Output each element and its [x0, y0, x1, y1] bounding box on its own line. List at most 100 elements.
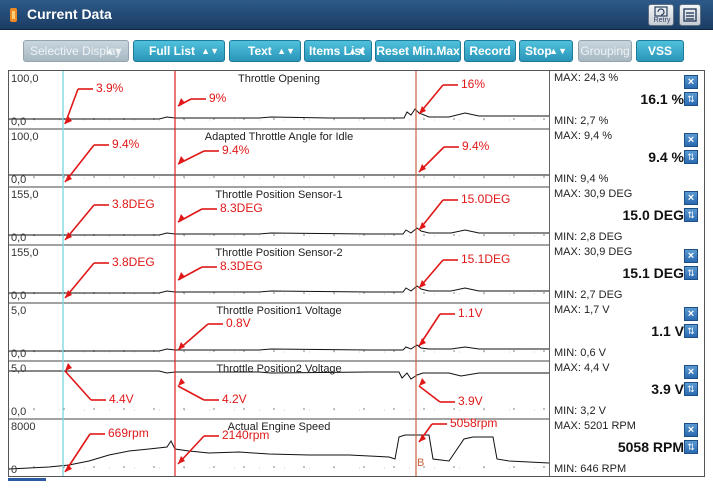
annotation-arrow-line [418, 385, 441, 403]
current-value: 9.4 % [648, 149, 684, 165]
title-bar: Current Data Retry [0, 0, 713, 30]
y-min-label: 0,0 [11, 232, 26, 244]
divider [549, 71, 550, 476]
close-icon[interactable]: × [684, 133, 698, 147]
max-value: MAX: 30,9 DEG [554, 246, 633, 258]
annotation-arrowhead [178, 342, 185, 350]
annotation-label: 4.4V [109, 392, 134, 406]
close-icon[interactable]: × [684, 191, 698, 205]
grouping-button[interactable]: Grouping [578, 40, 632, 62]
current-value: 15.1 DEG [622, 265, 684, 281]
close-icon[interactable]: × [684, 75, 698, 89]
annotation-label: 3.9V [458, 394, 483, 408]
record-button[interactable]: Record [464, 40, 516, 62]
annotation-arrowhead [178, 378, 185, 386]
menu-button[interactable] [679, 4, 701, 26]
close-icon[interactable]: × [684, 423, 698, 437]
updown-arrow-icon: ▲▼ [348, 46, 366, 56]
y-max-label: 100,0 [11, 73, 39, 85]
graph-title: Actual Engine Speed [228, 421, 331, 433]
annotation-arrowhead [419, 106, 426, 114]
annotation-arrow-line [64, 262, 95, 299]
close-icon[interactable]: × [684, 365, 698, 379]
annotation-label: 8.3DEG [220, 259, 263, 273]
current-data-panel: 100,0 0,0 Throttle Opening 100,0 0,0 Adapted … [8, 70, 705, 477]
retry-button[interactable]: Retry [648, 4, 674, 26]
stop-dropdown[interactable]: Stop ▲▼ [519, 40, 573, 62]
graph-trace [9, 370, 549, 380]
annotation-arrowhead [65, 232, 72, 240]
annotation-arrowhead [178, 156, 185, 164]
annotation-arrow-line [64, 88, 79, 125]
close-icon[interactable]: × [684, 307, 698, 321]
retry-icon [654, 6, 668, 17]
min-value: MIN: 0,6 V [554, 347, 606, 359]
reorder-icon[interactable]: ⇅ [684, 208, 698, 222]
graph-trace [9, 434, 549, 470]
reset-min-max-button[interactable]: Reset Min.Max [375, 40, 461, 62]
vss-button[interactable]: VSS [636, 40, 684, 62]
max-value: MAX: 30,9 DEG [554, 188, 633, 200]
close-icon[interactable]: × [684, 249, 698, 263]
y-max-label: 155,0 [11, 247, 39, 259]
updown-arrow-icon: ▲▼ [105, 46, 123, 56]
graph-title: Throttle Position Sensor-1 [215, 189, 342, 201]
annotation-label: 9.4% [462, 139, 490, 153]
reorder-icon[interactable]: ⇅ [684, 440, 698, 454]
full-list-label: Full List [149, 44, 195, 58]
min-value: MIN: 2,7 % [554, 115, 609, 127]
max-value: MAX: 5201 RPM [554, 420, 636, 432]
annotation-arrow-line [64, 370, 92, 401]
annotation-arrowhead [178, 98, 185, 106]
annotation-label: 1.1V [458, 306, 483, 320]
annotation-arrowhead [419, 222, 426, 230]
cursor-b-label: B [417, 457, 424, 469]
app-icon [10, 8, 17, 22]
toolbar: Selective Display ▲▼ Full List ▲▼ Text ▲▼ I… [0, 30, 713, 67]
reorder-icon[interactable]: ⇅ [684, 324, 698, 338]
annotation-label: 5058rpm [450, 416, 497, 430]
max-value: MAX: 24,3 % [554, 72, 619, 84]
annotation-arrowhead [65, 174, 72, 182]
values-side-panel: MAX: 24,3 % MIN: 2,7 % 16.1 % × ⇅ MAX: 9,4 % M… [550, 71, 704, 476]
annotation-label: 3.8DEG [112, 197, 155, 211]
graph-trace [9, 285, 549, 294]
current-value: 5058 RPM [617, 439, 684, 455]
reorder-icon[interactable]: ⇅ [684, 382, 698, 396]
items-list-dropdown[interactable]: Items List ▲▼ [304, 40, 372, 62]
full-list-dropdown[interactable]: Full List ▲▼ [133, 40, 225, 62]
annotation-arrowhead [65, 464, 72, 472]
min-value: MIN: 2,7 DEG [554, 289, 623, 301]
annotation-arrowhead [65, 363, 72, 371]
min-value: MIN: 3,2 V [554, 405, 606, 417]
graph-title: Throttle Position2 Voltage [216, 363, 341, 375]
graph-trace [9, 227, 549, 236]
annotation-label: 9.4% [112, 137, 140, 151]
reorder-icon[interactable]: ⇅ [684, 150, 698, 164]
graph-title: Throttle Position Sensor-2 [215, 247, 342, 259]
graph-title: Throttle Opening [238, 73, 320, 85]
menu-icon [683, 8, 697, 22]
graph-trace [9, 344, 549, 352]
text-dropdown[interactable]: Text ▲▼ [229, 40, 301, 62]
y-min-label: 0,0 [11, 116, 26, 128]
annotation-arrowhead [419, 378, 426, 386]
annotation-label: 9% [209, 91, 227, 105]
retry-label: Retry [653, 17, 671, 24]
annotation-arrowhead [65, 290, 72, 298]
annotation-arrowhead [419, 338, 426, 346]
max-value: MAX: 4,4 V [554, 362, 610, 374]
y-min-label: 0,0 [11, 406, 26, 418]
min-value: MIN: 646 RPM [554, 463, 627, 475]
annotation-label: 669rpm [108, 426, 149, 440]
reorder-icon[interactable]: ⇅ [684, 92, 698, 106]
reorder-icon[interactable]: ⇅ [684, 266, 698, 280]
annotation-label: 3.9% [96, 81, 124, 95]
annotation-arrowhead [419, 280, 426, 288]
updown-arrow-icon: ▲▼ [549, 46, 567, 56]
y-max-label: 5,0 [11, 305, 26, 317]
graph-area[interactable]: 100,0 0,0 Throttle Opening 100,0 0,0 Adapted … [9, 71, 549, 476]
current-value: 1.1 V [651, 323, 684, 339]
items-list-label: Items List [309, 44, 366, 58]
selective-display-dropdown[interactable]: Selective Display ▲▼ [23, 40, 129, 62]
